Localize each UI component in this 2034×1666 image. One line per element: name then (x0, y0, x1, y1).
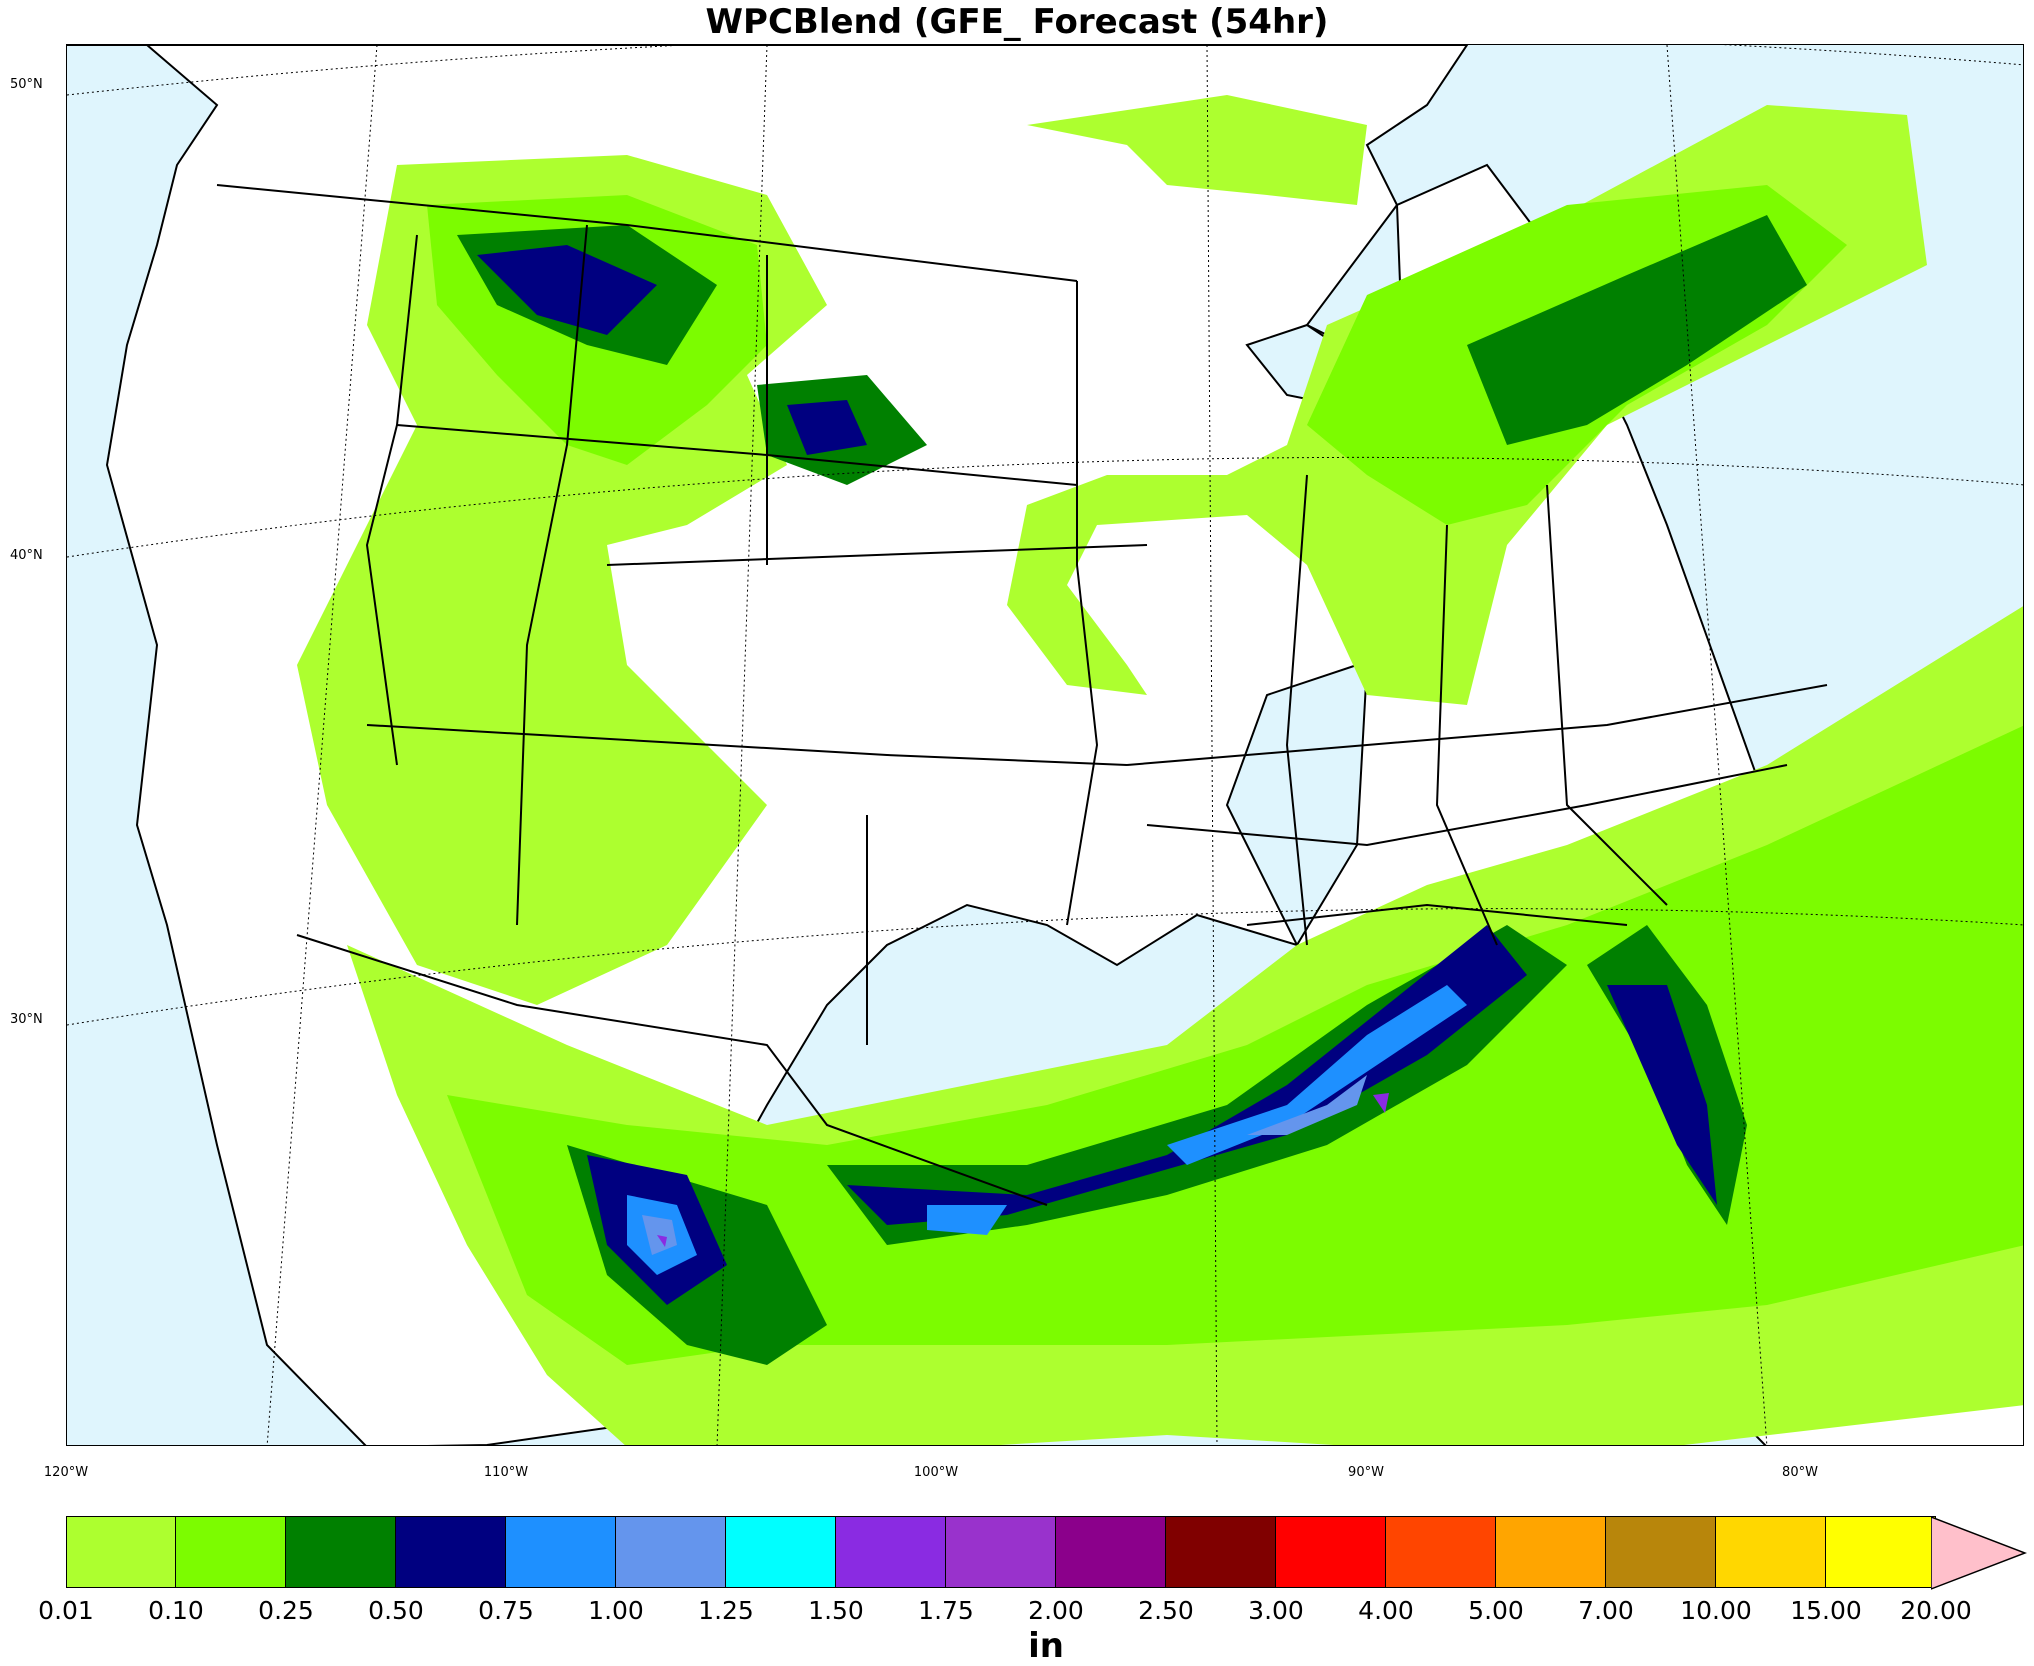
colorbar-tick-label: 7.00 (1578, 1596, 1634, 1625)
lat-label-30: 30°N (10, 1012, 43, 1027)
colorbar-tick-label: 1.00 (588, 1596, 644, 1625)
graticule (67, 45, 2023, 1445)
colorbar-tick-label: 1.25 (698, 1596, 754, 1625)
colorbar-segment (1386, 1516, 1496, 1588)
colorbar-tick-label: 0.25 (258, 1596, 314, 1625)
precip-1-50 (657, 1093, 1389, 1247)
colorbar-segment (726, 1516, 836, 1588)
colorbar-tick-label: 20.00 (1900, 1596, 1972, 1625)
lon-label-90w: 90°W (1348, 1465, 1384, 1480)
colorbar-segment (66, 1516, 176, 1588)
lat-label-50: 50°N (10, 77, 43, 92)
colorbar-segment (1166, 1516, 1276, 1588)
colorbar-extend-arrow (1931, 1516, 2027, 1590)
colorbar-tick-label: 0.01 (38, 1596, 94, 1625)
colorbar-segment (1276, 1516, 1386, 1588)
colorbar-segment (1826, 1516, 1936, 1588)
colorbar-tick-label: 2.00 (1028, 1596, 1084, 1625)
lon-label-80w: 80°W (1782, 1465, 1818, 1480)
colorbar-unit: in (1028, 1626, 1064, 1666)
colorbar-tick-label: 1.50 (808, 1596, 864, 1625)
colorbar-segment (836, 1516, 946, 1588)
political-borders (216, 184, 1828, 1206)
colorbar-segment (1606, 1516, 1716, 1588)
colorbar-tick-label: 0.50 (368, 1596, 424, 1625)
colorbar (66, 1516, 1936, 1588)
lon-label-120w: 120°W (43, 1465, 89, 1480)
colorbar-tick-label: 0.10 (148, 1596, 204, 1625)
colorbar-segment (1496, 1516, 1606, 1588)
colorbar-tick-label: 3.00 (1248, 1596, 1304, 1625)
colorbar-tick-label: 1.75 (918, 1596, 974, 1625)
map-title: WPCBlend (GFE_ Forecast (54hr) (705, 2, 1329, 42)
lon-label-100w: 100°W (913, 1465, 959, 1480)
colorbar-tick-label: 2.50 (1138, 1596, 1194, 1625)
colorbar-segment (946, 1516, 1056, 1588)
lon-label-110w: 110°W (483, 1465, 529, 1480)
colorbar-tick-label: 0.75 (478, 1596, 534, 1625)
lat-label-40: 40°N (10, 548, 43, 563)
colorbar-segment (1056, 1516, 1166, 1588)
colorbar-tick-label: 5.00 (1468, 1596, 1524, 1625)
colorbar-segment (506, 1516, 616, 1588)
colorbar-segment (396, 1516, 506, 1588)
map-panel[interactable] (66, 44, 2024, 1446)
colorbar-segment (286, 1516, 396, 1588)
colorbar-segment (1716, 1516, 1826, 1588)
precip-1-00 (642, 1075, 1367, 1255)
colorbar-segment (176, 1516, 286, 1588)
colorbar-tick-label: 10.00 (1680, 1596, 1752, 1625)
colorbar-tick-label: 4.00 (1358, 1596, 1414, 1625)
precip-map (67, 45, 2023, 1445)
colorbar-segment (616, 1516, 726, 1588)
colorbar-tick-label: 15.00 (1790, 1596, 1862, 1625)
